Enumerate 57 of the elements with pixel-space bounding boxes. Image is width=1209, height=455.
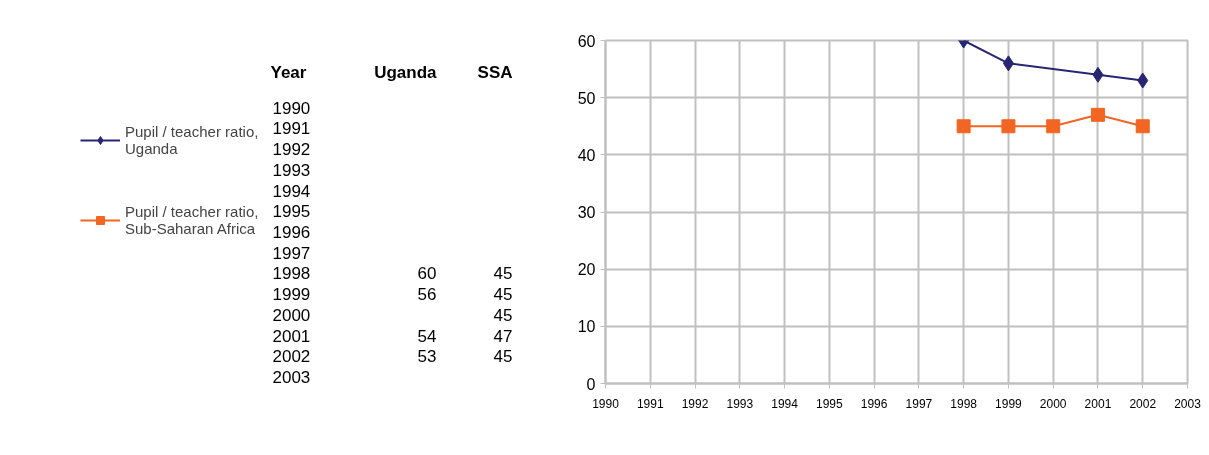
- x-tick-label: 1997: [905, 396, 933, 411]
- data-label: 60: [417, 264, 437, 284]
- data-label: 47: [493, 326, 513, 346]
- y-tick-label: 1994: [272, 181, 311, 201]
- point: [1135, 119, 1150, 134]
- point: [1090, 107, 1105, 122]
- data-label: 45: [493, 305, 513, 325]
- data-label: 45: [493, 285, 513, 305]
- point: [1046, 119, 1061, 134]
- y-tick-label: 1990: [272, 98, 311, 118]
- y-tick-label: 60: [577, 32, 596, 50]
- data-label: 53: [417, 347, 437, 367]
- y-tick-label: 1992: [272, 140, 311, 160]
- point: [1137, 72, 1149, 89]
- data-label: 56: [417, 285, 437, 305]
- x-tick-label: 1990: [592, 396, 620, 411]
- y-tick-label: 2001: [272, 326, 311, 346]
- y-tick-label: 50: [577, 89, 596, 107]
- y-tick-label: 2003: [272, 368, 311, 388]
- y-tick-label: 0: [586, 375, 596, 393]
- x-tick-label: SSA: [477, 62, 513, 82]
- y-tick-label: 10: [577, 318, 596, 336]
- y-tick-label: 1995: [272, 202, 311, 222]
- y-tick-label: 1999: [272, 285, 311, 305]
- legend-label: Pupil / teacher ratio, Uganda: [125, 122, 259, 159]
- y-tick-label: 30: [577, 204, 596, 221]
- x-tick-label: 2003: [1174, 396, 1202, 411]
- point: [1001, 119, 1016, 134]
- y-tick-label: 1997: [272, 243, 311, 263]
- y-tick-label: 2000: [272, 305, 311, 325]
- x-tick-label: 1993: [726, 396, 754, 411]
- data-label: 45: [493, 264, 513, 284]
- x-tick-label: 1999: [995, 396, 1023, 411]
- x-tick-label: 2000: [1039, 396, 1067, 411]
- data-label: 45: [493, 347, 513, 367]
- x-tick-label: 1992: [681, 396, 709, 411]
- y-tick-label: 2002: [272, 347, 311, 367]
- point: [1092, 66, 1104, 83]
- x-tick-label: 2002: [1129, 396, 1157, 411]
- y-tick-label: 1991: [272, 119, 311, 139]
- y-tick-label: 1993: [272, 160, 311, 180]
- x-tick-label: 1995: [816, 396, 844, 411]
- x-tick-label: 1998: [950, 396, 978, 411]
- data-label: 54: [417, 326, 437, 346]
- legend-label: Pupil / teacher ratio, Sub-Saharan Africa: [125, 202, 259, 239]
- x-tick-label: 2001: [1084, 396, 1112, 411]
- x-tick-label: Uganda: [374, 62, 438, 82]
- x-tick-label: 1994: [771, 396, 799, 411]
- x-tick-label: 1996: [860, 396, 888, 411]
- y-tick-label: 1996: [272, 222, 311, 242]
- y-tick-label: 1998: [272, 264, 311, 284]
- text: Year: [270, 62, 307, 82]
- point: [1002, 55, 1014, 72]
- x-tick-label: 1991: [636, 396, 664, 411]
- y-tick-label: 40: [577, 146, 596, 164]
- y-tick-label: 20: [577, 261, 596, 279]
- point: [956, 119, 971, 134]
